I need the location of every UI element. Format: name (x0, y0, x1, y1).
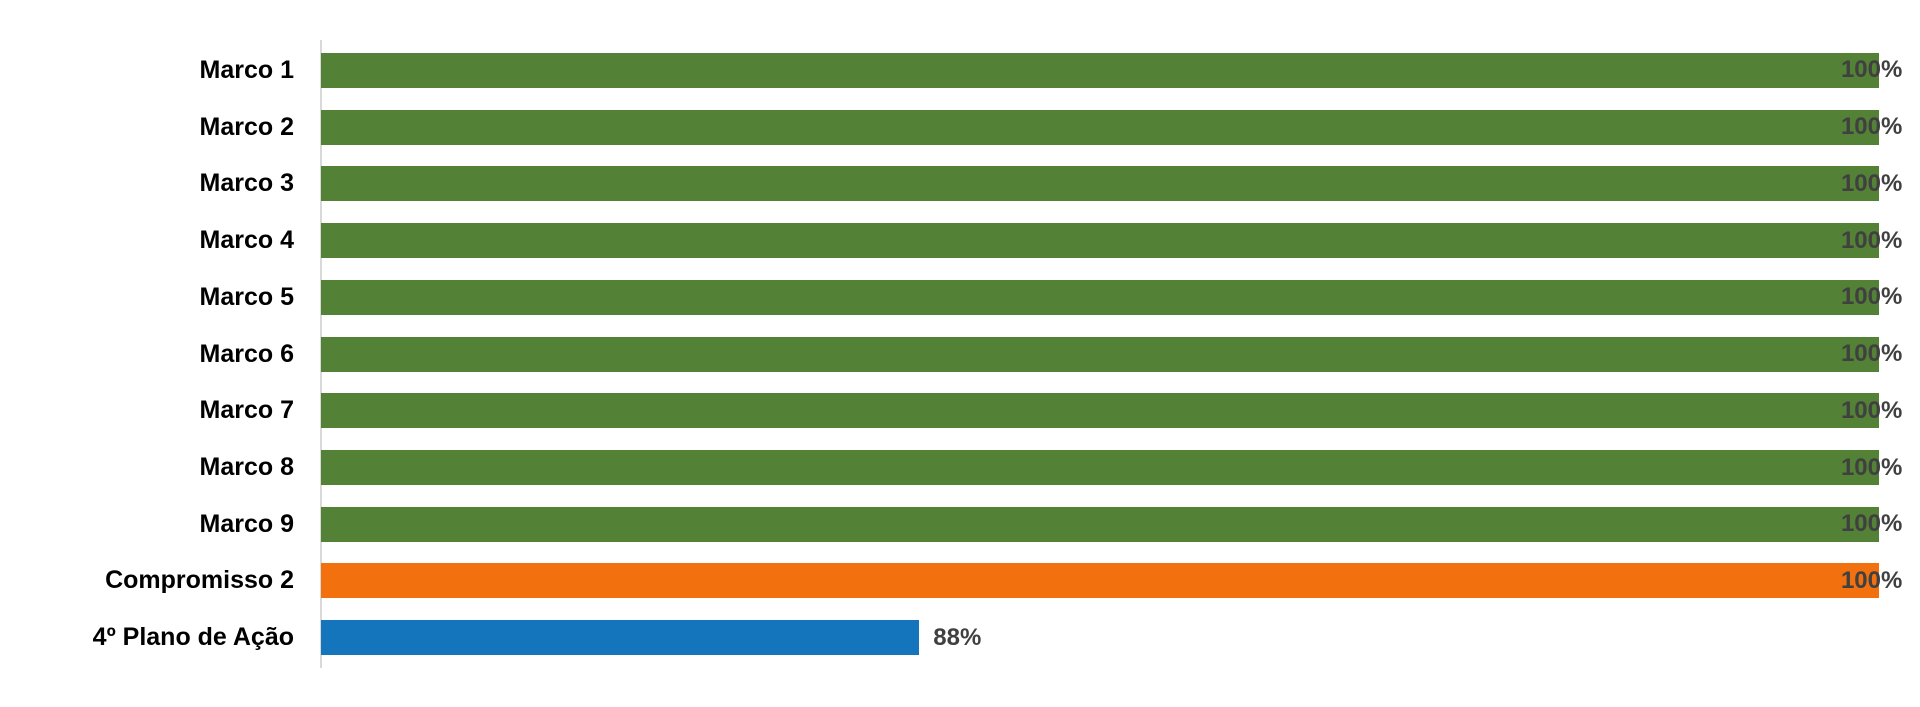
bar-row: Marco 4 100% (0, 212, 1920, 269)
bar (321, 279, 1879, 315)
value-label: 100% (1840, 510, 1903, 538)
category-label: Marco 1 (199, 55, 294, 84)
bar-row: Marco 8 100% (0, 439, 1920, 496)
value-label: 100% (1840, 169, 1903, 197)
bar-track: 100% (321, 450, 1902, 485)
value-label: 100% (1840, 396, 1903, 424)
bar (321, 450, 1879, 485)
bar (321, 620, 920, 656)
bar (321, 563, 1879, 599)
bar (321, 52, 1879, 88)
category-label: Marco 6 (199, 339, 294, 368)
bar-row: 4º Plano de Ação 88% (0, 609, 1920, 666)
bar-row: Marco 7 100% (0, 382, 1920, 439)
category-label: Marco 2 (199, 112, 294, 141)
category-label: Marco 4 (199, 226, 294, 255)
value-label: 100% (1840, 453, 1903, 481)
category-label: Marco 9 (199, 509, 294, 538)
bar (321, 223, 1879, 259)
bar-track: 100% (321, 336, 1902, 372)
plot-area: Marco 1 100% Marco 2 100% Marco 3 100% Marco 4… (0, 42, 1920, 666)
bar-track: 100% (321, 223, 1902, 259)
bar (321, 109, 1879, 145)
bar-track: 100% (321, 393, 1902, 429)
category-label: Marco 8 (199, 453, 294, 481)
value-label: 100% (1840, 113, 1903, 141)
value-label: 100% (1840, 56, 1903, 84)
bar-row: Compromisso 2 100% (0, 553, 1920, 610)
bar-row: Marco 3 100% (0, 155, 1920, 212)
category-label: Marco 3 (199, 169, 294, 198)
value-label: 100% (1840, 340, 1903, 368)
bar (321, 506, 1879, 542)
bar-row: Marco 6 100% (0, 326, 1920, 383)
bar-track: 100% (321, 563, 1902, 599)
category-label: Marco 5 (199, 282, 294, 311)
bar-track: 100% (321, 109, 1902, 145)
bar-track: 88% (321, 620, 1879, 656)
bar-track: 100% (321, 52, 1902, 88)
bar (321, 393, 1879, 429)
bar-track: 100% (321, 279, 1902, 315)
category-label: Compromisso 2 (105, 566, 294, 595)
value-label: 100% (1840, 226, 1903, 254)
bar-row: Marco 1 100% (0, 42, 1920, 99)
bar-track: 100% (321, 166, 1902, 202)
bar-row: Marco 9 100% (0, 496, 1920, 553)
value-label: 100% (1840, 566, 1903, 594)
bar-row: Marco 5 100% (0, 269, 1920, 326)
category-label: 4º Plano de Ação (92, 623, 294, 652)
category-label: Marco 7 (199, 396, 294, 425)
value-label: 88% (933, 623, 982, 651)
value-label: 100% (1840, 283, 1903, 311)
bar-row: Marco 2 100% (0, 99, 1920, 156)
bar-track: 100% (321, 506, 1902, 542)
bar (321, 336, 1879, 372)
bar (321, 166, 1879, 202)
